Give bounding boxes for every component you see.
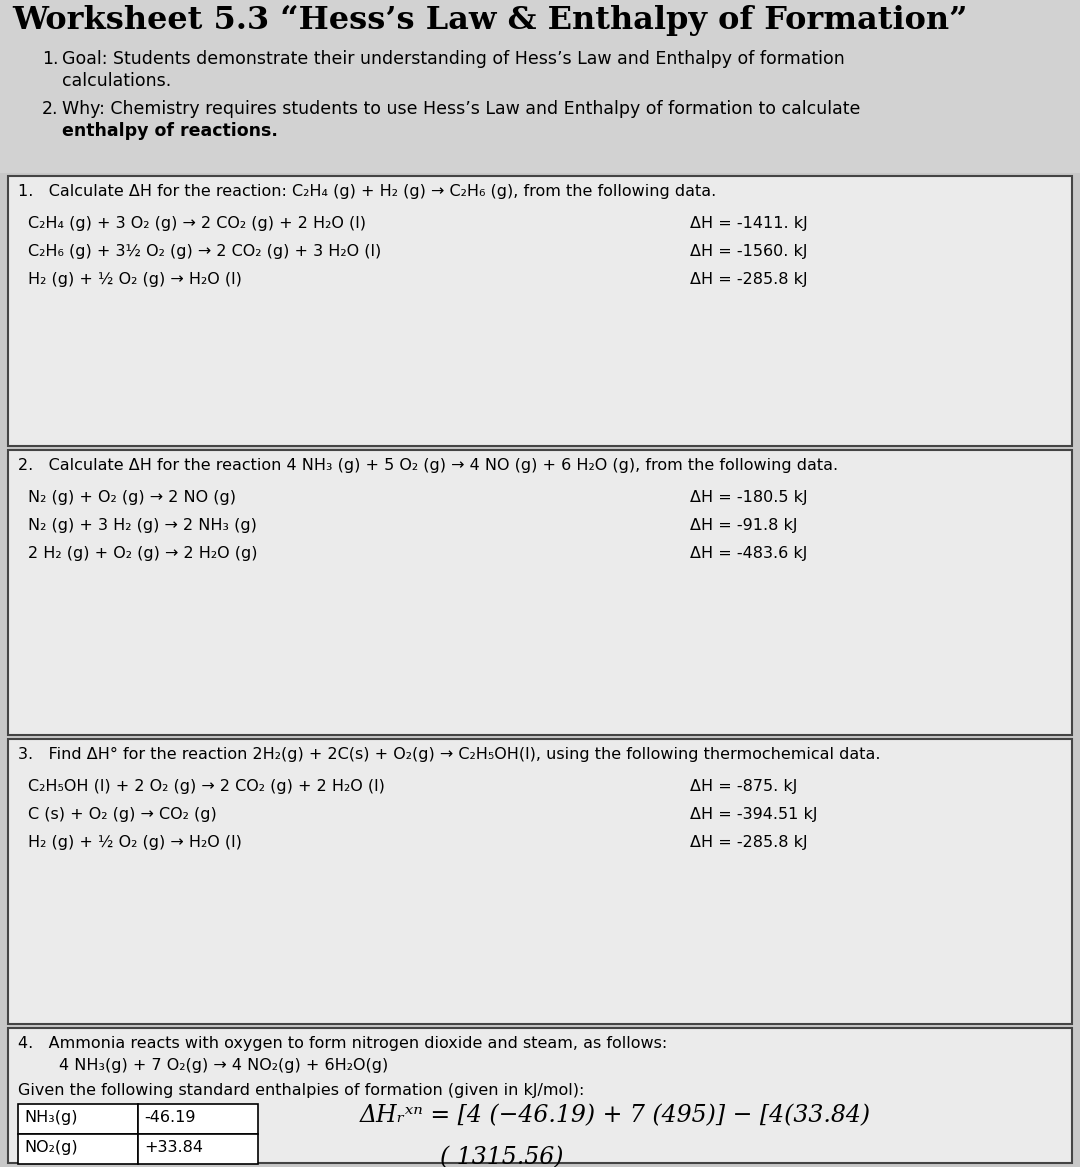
Bar xyxy=(8,739,1072,1023)
Bar xyxy=(8,1028,1072,1163)
Text: C (s) + O₂ (g) → CO₂ (g): C (s) + O₂ (g) → CO₂ (g) xyxy=(28,808,217,822)
Text: ΔH = -483.6 kJ: ΔH = -483.6 kJ xyxy=(690,546,808,561)
Bar xyxy=(8,450,1072,735)
Text: H₂ (g) + ½ O₂ (g) → H₂O (l): H₂ (g) + ½ O₂ (g) → H₂O (l) xyxy=(28,272,242,287)
Text: ΔHᵣˣⁿ = [4 (−46.19) + 7 (495)] − [4(33.84): ΔHᵣˣⁿ = [4 (−46.19) + 7 (495)] − [4(33.8… xyxy=(360,1104,872,1127)
Bar xyxy=(18,1104,138,1134)
Text: ΔH = -394.51 kJ: ΔH = -394.51 kJ xyxy=(690,808,818,822)
Bar xyxy=(138,1104,258,1134)
Text: ΔH = -91.8 kJ: ΔH = -91.8 kJ xyxy=(690,518,797,533)
Text: ΔH = -1560. kJ: ΔH = -1560. kJ xyxy=(690,244,808,259)
Text: -46.19: -46.19 xyxy=(144,1110,195,1125)
Bar xyxy=(138,1134,258,1163)
Text: ΔH = -1411. kJ: ΔH = -1411. kJ xyxy=(690,216,808,231)
Text: Worksheet 5.3 “Hess’s Law & Enthalpy of Formation”: Worksheet 5.3 “Hess’s Law & Enthalpy of … xyxy=(12,5,968,36)
Text: Goal: Students demonstrate their understanding of Hess’s Law and Enthalpy of for: Goal: Students demonstrate their underst… xyxy=(62,50,845,68)
Text: 2 H₂ (g) + O₂ (g) → 2 H₂O (g): 2 H₂ (g) + O₂ (g) → 2 H₂O (g) xyxy=(28,546,257,561)
Text: NH₃(g): NH₃(g) xyxy=(24,1110,78,1125)
Text: C₂H₅OH (l) + 2 O₂ (g) → 2 CO₂ (g) + 2 H₂O (l): C₂H₅OH (l) + 2 O₂ (g) → 2 CO₂ (g) + 2 H₂… xyxy=(28,780,384,794)
Text: NO₂(g): NO₂(g) xyxy=(24,1140,78,1155)
Bar xyxy=(8,176,1072,446)
Text: 4.   Ammonia reacts with oxygen to form nitrogen dioxide and steam, as follows:: 4. Ammonia reacts with oxygen to form ni… xyxy=(18,1036,667,1051)
Text: H₂ (g) + ½ O₂ (g) → H₂O (l): H₂ (g) + ½ O₂ (g) → H₂O (l) xyxy=(28,836,242,850)
Text: ΔH = -285.8 kJ: ΔH = -285.8 kJ xyxy=(690,272,808,287)
Text: 4 NH₃(g) + 7 O₂(g) → 4 NO₂(g) + 6H₂O(g): 4 NH₃(g) + 7 O₂(g) → 4 NO₂(g) + 6H₂O(g) xyxy=(18,1058,388,1072)
Text: +33.84: +33.84 xyxy=(144,1140,203,1155)
Text: 1.   Calculate ΔH for the reaction: C₂H₄ (g) + H₂ (g) → C₂H₆ (g), from the follo: 1. Calculate ΔH for the reaction: C₂H₄ (… xyxy=(18,184,716,200)
Text: N₂ (g) + O₂ (g) → 2 NO (g): N₂ (g) + O₂ (g) → 2 NO (g) xyxy=(28,490,237,505)
Text: 1.: 1. xyxy=(42,50,58,68)
Text: Given the following standard enthalpies of formation (given in kJ/mol):: Given the following standard enthalpies … xyxy=(18,1083,584,1098)
Text: 2.   Calculate ΔH for the reaction 4 NH₃ (g) + 5 O₂ (g) → 4 NO (g) + 6 H₂O (g), : 2. Calculate ΔH for the reaction 4 NH₃ (… xyxy=(18,457,838,473)
Text: C₂H₆ (g) + 3½ O₂ (g) → 2 CO₂ (g) + 3 H₂O (l): C₂H₆ (g) + 3½ O₂ (g) → 2 CO₂ (g) + 3 H₂O… xyxy=(28,244,381,259)
Text: C₂H₄ (g) + 3 O₂ (g) → 2 CO₂ (g) + 2 H₂O (l): C₂H₄ (g) + 3 O₂ (g) → 2 CO₂ (g) + 2 H₂O … xyxy=(28,216,366,231)
Text: enthalpy of reactions.: enthalpy of reactions. xyxy=(62,123,278,140)
Bar xyxy=(0,0,1080,173)
Text: ΔH = -180.5 kJ: ΔH = -180.5 kJ xyxy=(690,490,808,505)
Text: calculations.: calculations. xyxy=(62,72,172,90)
Text: 2.: 2. xyxy=(42,100,58,118)
Text: ΔH = -875. kJ: ΔH = -875. kJ xyxy=(690,780,797,794)
Text: Why: Chemistry requires students to use Hess’s Law and Enthalpy of formation to : Why: Chemistry requires students to use … xyxy=(62,100,861,118)
Text: ΔH = -285.8 kJ: ΔH = -285.8 kJ xyxy=(690,836,808,850)
Text: ( 1315.56): ( 1315.56) xyxy=(440,1146,564,1167)
Text: N₂ (g) + 3 H₂ (g) → 2 NH₃ (g): N₂ (g) + 3 H₂ (g) → 2 NH₃ (g) xyxy=(28,518,257,533)
Text: 3.   Find ΔH° for the reaction 2H₂(g) + 2C(s) + O₂(g) → C₂H₅OH(l), using the fol: 3. Find ΔH° for the reaction 2H₂(g) + 2C… xyxy=(18,747,880,762)
Bar xyxy=(18,1134,138,1163)
